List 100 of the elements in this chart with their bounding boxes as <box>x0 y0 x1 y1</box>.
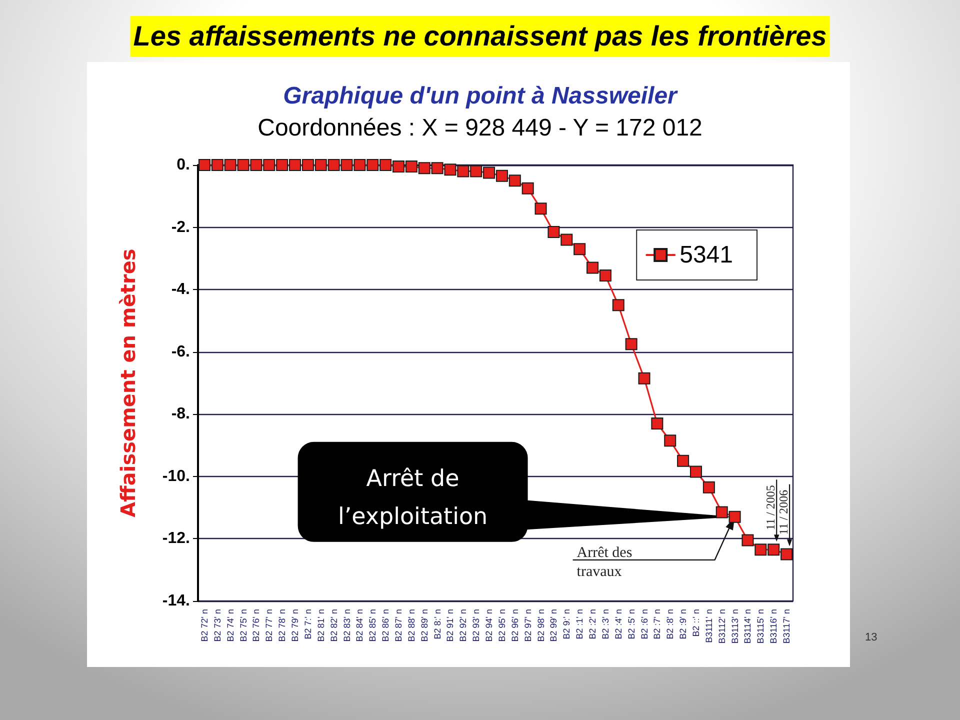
annotation: Arrêt des travaux <box>576 544 632 580</box>
point <box>276 159 288 171</box>
x-tick-label: B2 7:' n <box>302 609 313 640</box>
point <box>237 159 250 171</box>
x-tick-label: B2 :4' n <box>613 609 624 640</box>
x-tick-label: B3113' n <box>730 609 740 644</box>
point <box>768 544 780 556</box>
point <box>716 506 728 518</box>
point <box>354 159 366 171</box>
x-tick-label: B2 89' n <box>419 609 430 642</box>
x-tick-label: B3117' n <box>782 609 792 644</box>
chart-title: Les affaissements ne connaissent pas les frontières <box>133 20 827 52</box>
point <box>457 165 470 178</box>
point <box>612 299 624 312</box>
x-tick-label: B2 :6' n <box>639 609 650 640</box>
x-tick-label: B2 :1' n <box>574 609 585 640</box>
point <box>599 270 612 282</box>
y-tick-label: -2. <box>171 218 190 236</box>
point <box>263 159 276 171</box>
point <box>496 170 508 182</box>
x-tick-label: B2 :2' n <box>588 609 598 640</box>
x-tick-label: B2 86' n <box>380 609 391 642</box>
point <box>289 159 302 171</box>
point <box>690 466 702 478</box>
x-tick-label: B3115' n <box>756 609 766 644</box>
annotation: 11 / 2006 <box>776 490 791 535</box>
annotation: 11 / 2005 <box>764 485 778 530</box>
x-tick-label: B2 74' n <box>225 609 236 642</box>
chart-subtitle: Graphique d'un point à Nassweiler <box>283 82 679 110</box>
point <box>677 454 690 467</box>
x-tick-label: B2 76' n <box>251 609 262 642</box>
point <box>651 417 664 430</box>
y-tick-label: -14. <box>162 592 190 610</box>
point <box>314 159 327 171</box>
point <box>702 481 715 494</box>
point <box>250 159 262 171</box>
x-tick-label: B2 79' n <box>290 609 300 642</box>
point <box>560 234 573 246</box>
x-tick-label: B2 84' n <box>354 609 365 642</box>
x-tick-label: B2 :9' n <box>678 609 688 640</box>
annotation: Arrêt de l’exploitation <box>338 466 488 530</box>
x-tick-label: B2 9:' n <box>562 609 572 640</box>
point <box>380 159 392 171</box>
point <box>483 166 496 179</box>
x-tick-label: B3114' n <box>742 609 753 644</box>
y-tick-label: -6. <box>171 343 190 360</box>
x-tick-label: B2 ::' n <box>690 609 701 637</box>
point <box>548 226 560 238</box>
x-tick-label: B2 :5' n <box>626 609 636 640</box>
point <box>625 338 638 350</box>
y-tick-label: 0. <box>176 156 190 174</box>
x-tick-label: B3111' n <box>704 609 714 643</box>
x-tick-label: B2 87' n <box>393 609 404 642</box>
x-tick-label: B3112' n <box>716 609 727 644</box>
point <box>508 174 521 187</box>
y-tick-label: -8. <box>171 406 190 423</box>
point <box>392 160 404 173</box>
x-tick-label: B2 93' n <box>471 609 482 642</box>
x-tick-label: B2 8:' n <box>432 609 442 640</box>
x-tick-label: B2 :3' n <box>600 609 610 640</box>
point <box>780 548 793 560</box>
point <box>211 159 224 171</box>
x-tick-label: B2 81' n <box>316 609 326 642</box>
x-tick-label: B2 83' n <box>342 609 352 642</box>
point <box>574 243 586 256</box>
point <box>302 159 314 171</box>
point <box>664 434 676 447</box>
x-tick-label: B2 77' n <box>264 609 274 642</box>
point <box>742 534 754 546</box>
point <box>366 159 379 171</box>
x-tick-label: B2 92' n <box>458 609 468 642</box>
point <box>522 182 534 194</box>
x-tick-label: B2 96' n <box>510 609 520 642</box>
y-axis-title: Affaissement en mètres <box>116 248 140 518</box>
point <box>405 160 418 173</box>
point <box>586 262 599 274</box>
x-tick-label: B2 78' n <box>277 609 288 642</box>
point <box>534 202 547 215</box>
point <box>638 372 650 384</box>
point <box>431 162 444 174</box>
x-tick-label: B2 88' n <box>406 609 416 642</box>
y-tick-label: -10. <box>162 468 190 485</box>
x-tick-label: B2 85' n <box>368 609 378 642</box>
x-tick-label: B2 :8' n <box>665 609 676 640</box>
point <box>418 162 430 174</box>
x-tick-label: B2 98' n <box>536 609 546 642</box>
x-tick-label: B2 72' n <box>199 609 210 642</box>
x-tick-label: B2 91' n <box>445 609 456 642</box>
x-tick-label: B2 94' n <box>484 609 494 642</box>
point <box>224 159 236 171</box>
y-tick-label: -4. <box>171 281 190 298</box>
x-tick-label: B2 97' n <box>522 609 533 642</box>
legend-label: 5341 <box>680 242 733 268</box>
point <box>328 159 340 171</box>
y-tick-label: -12. <box>162 530 190 548</box>
point <box>198 159 210 171</box>
x-tick-label: B2 75' n <box>238 609 248 642</box>
x-tick-label: B2 :7' n <box>652 609 662 640</box>
x-tick-label: B3116' n <box>768 609 779 644</box>
text: Coordonnées : X = 928 449 - Y = 172 012 <box>258 114 702 142</box>
